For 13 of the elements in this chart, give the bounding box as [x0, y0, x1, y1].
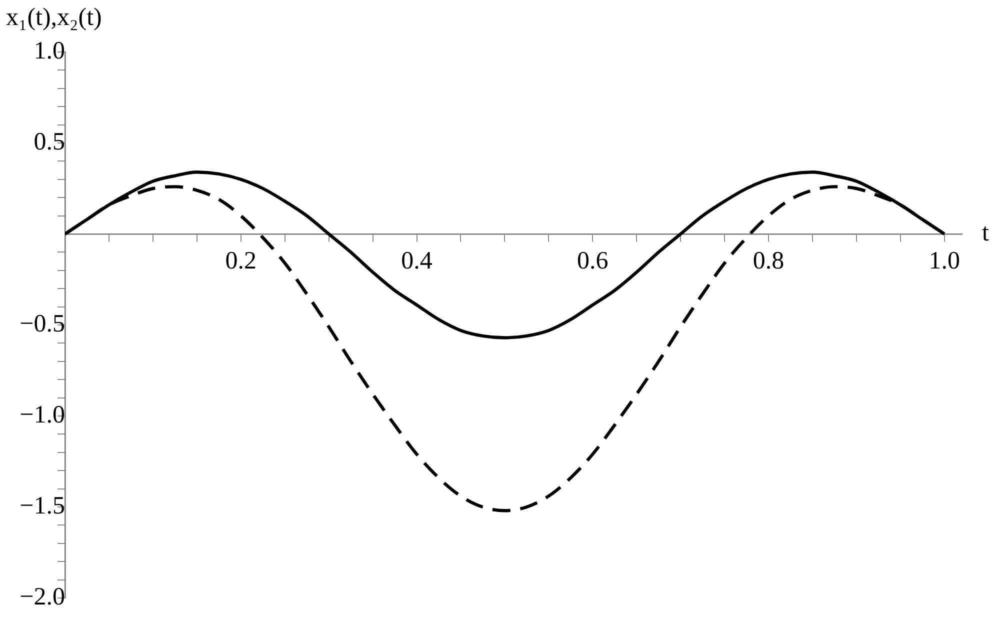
- y-tick-label: −1.5: [20, 492, 65, 520]
- x-axis-title: t: [982, 220, 989, 247]
- y-tick-label: 0.5: [34, 128, 65, 156]
- y-tick-label: 1.0: [34, 38, 65, 65]
- y-axis-title: x₁(t),x₂(t): [6, 4, 102, 32]
- x-tick-label: 0.6: [577, 248, 608, 275]
- x-tick-label: 0.8: [752, 248, 784, 275]
- y-tick-label: −0.5: [20, 310, 65, 338]
- y-tick-label: −1.0: [20, 402, 65, 429]
- x-tick-label: 1.0: [928, 248, 960, 275]
- y-tick-label: −2.0: [20, 584, 65, 611]
- x-tick-label: 0.2: [225, 248, 257, 275]
- x-tick-label: 0.4: [401, 248, 433, 275]
